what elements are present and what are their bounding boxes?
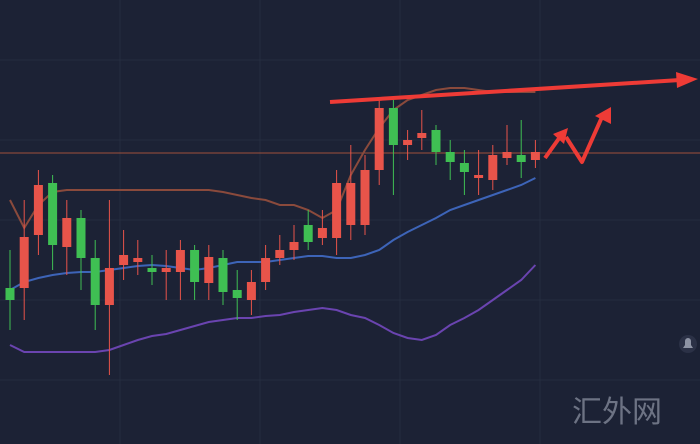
candle-body: [289, 242, 299, 250]
candle-body: [502, 152, 512, 158]
candle-body: [246, 282, 256, 300]
candle-body: [161, 268, 171, 272]
candle-body: [175, 250, 185, 272]
watermark: 汇外网: [572, 395, 662, 430]
candle-body: [417, 133, 427, 138]
candle-body: [275, 250, 285, 258]
candle-body: [346, 183, 356, 225]
candle-body: [303, 225, 313, 242]
candle-body: [48, 183, 58, 245]
annotation-arrows: [329, 72, 698, 164]
candle-body: [332, 183, 342, 238]
candle-body: [90, 258, 100, 305]
candle-body: [232, 290, 242, 298]
candle-body: [204, 257, 214, 283]
candle-body: [388, 108, 398, 145]
band-line: [9, 264, 537, 353]
candle-body: [19, 237, 29, 288]
bell-icon[interactable]: [679, 335, 697, 353]
candle-body: [133, 258, 143, 262]
candle-body: [33, 185, 43, 235]
candle-body: [104, 268, 114, 305]
candle-body: [76, 218, 86, 258]
candle-body: [190, 250, 200, 282]
plot: [0, 87, 700, 375]
candle-body: [516, 155, 526, 162]
candle-body: [317, 228, 327, 238]
candle-body: [403, 140, 413, 145]
candle-body: [374, 108, 384, 170]
candle-body: [5, 288, 15, 300]
candle-body: [62, 218, 72, 247]
candle-body: [488, 155, 498, 180]
candle-body: [218, 258, 228, 292]
candle-body: [459, 163, 469, 172]
candle-body: [261, 258, 271, 282]
candle-body: [530, 152, 540, 160]
band-line: [9, 87, 536, 231]
candle-body: [360, 170, 370, 225]
candle-body: [147, 268, 157, 272]
candle-body: [474, 175, 484, 178]
candle-body: [119, 255, 129, 265]
candle-body: [445, 152, 455, 162]
candle-body: [431, 130, 441, 152]
